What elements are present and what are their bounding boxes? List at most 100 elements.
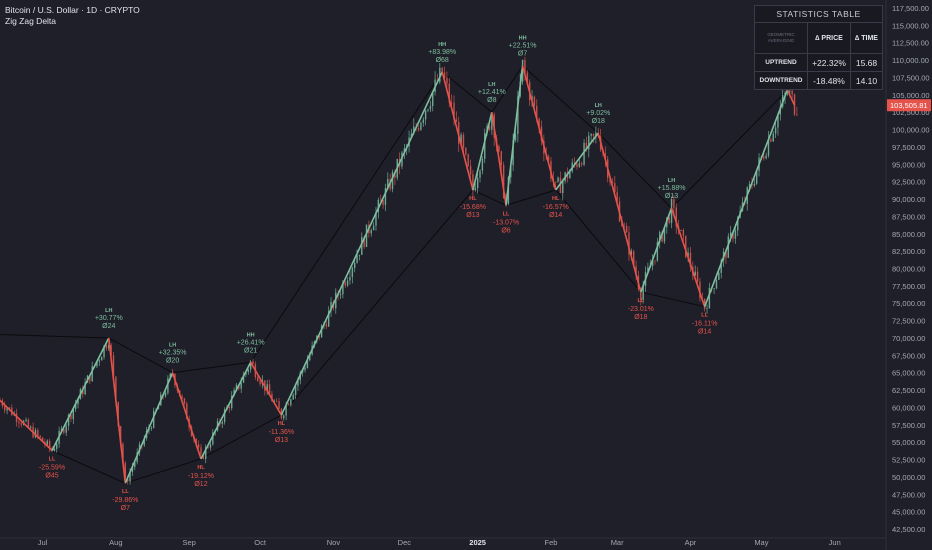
candle-body bbox=[287, 404, 290, 406]
price-tick-label: 47,500.00 bbox=[892, 490, 925, 499]
candle-body bbox=[755, 170, 758, 184]
time-tick-label: Aug bbox=[109, 538, 122, 547]
candle-body bbox=[294, 385, 297, 395]
price-tick-label: 95,000.00 bbox=[892, 160, 925, 169]
time-tick-label: Feb bbox=[544, 538, 557, 547]
stats-title: STATISTICS TABLE bbox=[776, 9, 861, 19]
candle-body bbox=[720, 260, 722, 273]
candle-body bbox=[583, 142, 585, 165]
candle-body bbox=[481, 158, 484, 171]
price-tick-label: 80,000.00 bbox=[892, 265, 925, 274]
candle-body bbox=[394, 172, 396, 178]
candle-body bbox=[462, 134, 465, 148]
candle-body bbox=[53, 448, 56, 452]
candle-body bbox=[200, 447, 202, 454]
time-tick-label: Sep bbox=[182, 538, 195, 547]
time-tick-label: Dec bbox=[398, 538, 412, 547]
pivot-percent-label: +9.02% bbox=[586, 110, 610, 117]
candle-body bbox=[228, 406, 231, 409]
candle-body bbox=[592, 134, 595, 136]
candle-body bbox=[387, 179, 389, 189]
candle-body bbox=[56, 443, 58, 449]
candle-body bbox=[212, 432, 214, 445]
candle-body bbox=[143, 438, 145, 446]
candle-body bbox=[628, 232, 630, 255]
pivot-bars-label: Ø13 bbox=[466, 212, 479, 219]
pivot-percent-label: +12.41% bbox=[478, 89, 506, 96]
zigzag-up-segment bbox=[280, 71, 443, 416]
zigzag-down-segment bbox=[171, 372, 202, 460]
candle-body bbox=[186, 403, 188, 420]
price-tick-label: 42,500.00 bbox=[892, 525, 925, 534]
pivot-type-label: HL bbox=[469, 196, 477, 202]
pivot-type-label: HL bbox=[552, 196, 560, 202]
candle-body bbox=[651, 260, 654, 267]
candle-body bbox=[372, 225, 375, 231]
price-tick-label: 87,500.00 bbox=[892, 212, 925, 221]
indicator-name[interactable]: Zig Zag Delta bbox=[5, 16, 57, 26]
stats-uptrend-time: 15.68 bbox=[850, 54, 882, 71]
candle-body bbox=[129, 472, 131, 482]
time-tick-label: Apr bbox=[685, 538, 697, 547]
candle-body bbox=[536, 105, 538, 119]
candle-body bbox=[181, 396, 183, 399]
candle-body bbox=[765, 155, 767, 159]
pivot-type-label: LH bbox=[169, 343, 176, 349]
candle-body bbox=[358, 254, 361, 256]
candle-body bbox=[292, 394, 294, 400]
candle-body bbox=[472, 174, 474, 191]
pivot-type-label: HH bbox=[247, 332, 255, 338]
candle-body bbox=[207, 447, 209, 448]
candle-body bbox=[789, 90, 791, 92]
pivot-type-label: LH bbox=[488, 82, 495, 88]
candle-body bbox=[346, 280, 349, 286]
zigzag-down-segment bbox=[786, 89, 796, 106]
pivot-percent-label: +30.77% bbox=[95, 315, 123, 322]
pivot-bars-label: Ø12 bbox=[194, 481, 207, 488]
candle-body bbox=[502, 165, 505, 198]
candle-body bbox=[96, 361, 98, 367]
candle-body bbox=[98, 360, 101, 362]
zigzag-down-segment bbox=[670, 207, 706, 307]
time-axis[interactable]: Jul Aug Sep Oct Nov Dec 2025 Feb Mar Apr May Jun bbox=[0, 537, 886, 547]
candle-body bbox=[235, 384, 238, 390]
price-axis[interactable]: 42,500.00 45,000.00 47,500.00 50,000.00 52,5… bbox=[885, 0, 932, 550]
candle-body bbox=[20, 423, 22, 425]
candle-body bbox=[382, 200, 384, 206]
candle-body bbox=[647, 267, 649, 273]
candle-body bbox=[578, 163, 581, 167]
zigzag-down-segment bbox=[0, 399, 53, 452]
candle-body bbox=[580, 163, 583, 165]
candle-body bbox=[27, 419, 30, 428]
zigzag-down-segment bbox=[521, 65, 557, 191]
candle-body bbox=[460, 134, 462, 144]
candle-body bbox=[363, 237, 365, 247]
pivot-bars-label: Ø14 bbox=[698, 329, 711, 336]
candle-body bbox=[659, 232, 661, 243]
pivot-bars-label: Ø45 bbox=[45, 473, 58, 480]
price-tick-label: 62,500.00 bbox=[892, 386, 925, 395]
price-tick-label: 110,000.00 bbox=[892, 56, 929, 65]
candle-body bbox=[122, 443, 124, 464]
candle-body bbox=[467, 154, 469, 166]
candle-body bbox=[557, 177, 559, 182]
stats-uptrend-label: UPTREND bbox=[765, 59, 797, 66]
candle-body bbox=[268, 384, 271, 394]
candle-body bbox=[432, 91, 434, 106]
pivot-bars-label: Ø18 bbox=[634, 314, 647, 321]
pivot-bars-label: Ø68 bbox=[436, 57, 449, 64]
candle-body bbox=[455, 119, 458, 123]
pivot-bars-label: Ø13 bbox=[665, 193, 678, 200]
candle-body bbox=[344, 282, 346, 286]
candle-body bbox=[585, 142, 588, 150]
price-tick-label: 105,000.00 bbox=[892, 91, 930, 100]
candle-body bbox=[221, 422, 223, 425]
candle-body bbox=[25, 419, 27, 422]
candle-body bbox=[446, 77, 448, 84]
pivot-bars-label: Ø20 bbox=[166, 358, 179, 365]
pivot-type-label: LH bbox=[595, 103, 602, 109]
candle-body bbox=[630, 251, 633, 255]
pivot-type-label: HH bbox=[519, 36, 527, 42]
candle-body bbox=[48, 440, 51, 449]
